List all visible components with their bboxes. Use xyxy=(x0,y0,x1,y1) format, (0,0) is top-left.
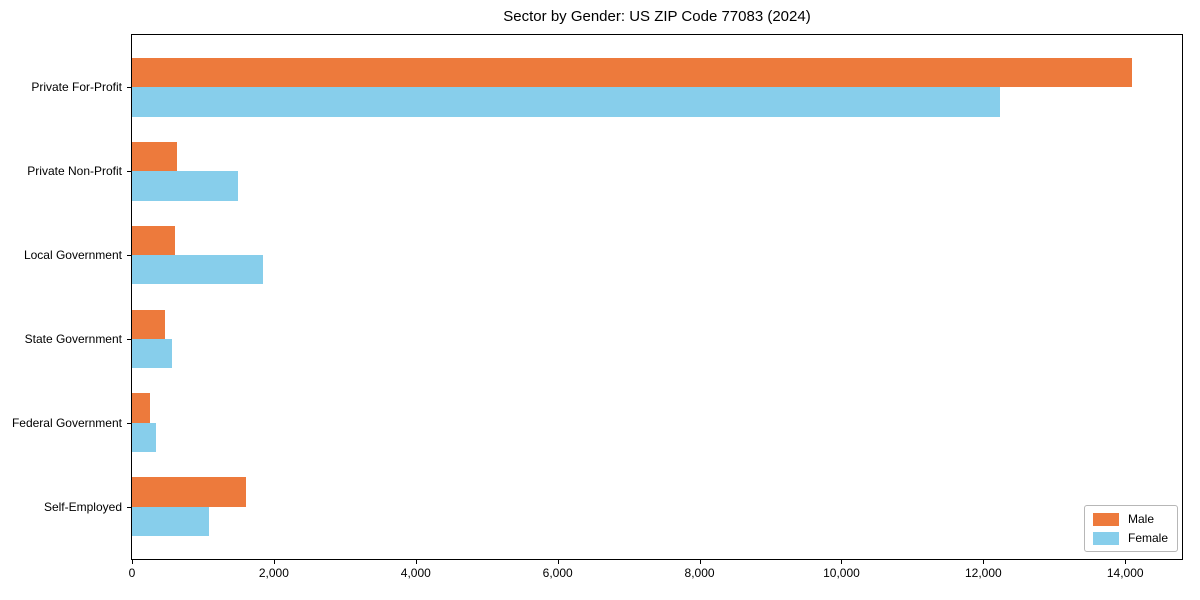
x-tickmark xyxy=(415,560,417,564)
y-tickmark xyxy=(127,506,131,508)
x-tickmark xyxy=(132,560,133,564)
x-tick-label: 14,000 xyxy=(1106,566,1144,580)
y-tick-label: Private Non-Profit xyxy=(27,164,122,179)
bar-male-1 xyxy=(132,141,178,172)
bar-female-4 xyxy=(132,422,157,453)
x-tick-label: 10,000 xyxy=(823,566,860,580)
x-tickmark xyxy=(557,560,559,564)
legend-swatch-male xyxy=(1092,512,1119,526)
bar-male-3 xyxy=(132,309,165,339)
bar-female-5 xyxy=(132,506,209,536)
y-tick-label: Federal Government xyxy=(11,415,122,430)
bar-male-4 xyxy=(132,393,150,423)
y-tick-label: State Government xyxy=(24,331,122,346)
y-tickmark xyxy=(127,422,131,424)
y-tick-label: Local Government xyxy=(23,248,122,263)
y-tickmark xyxy=(127,171,131,173)
chart-title: Sector by Gender: US ZIP Code 77083 (202… xyxy=(503,8,811,25)
x-tickmark xyxy=(699,560,701,564)
legend-row-female: Female xyxy=(1092,531,1168,545)
x-tick-label: 12,000 xyxy=(964,566,1002,580)
bar-male-5 xyxy=(132,477,247,507)
y-tickmark xyxy=(127,255,131,257)
x-tickmark xyxy=(273,560,275,564)
y-tick-label: Self-Employed xyxy=(43,499,122,514)
x-tick-label: 6,000 xyxy=(542,566,573,580)
legend-label-female: Female xyxy=(1127,531,1168,545)
bar-male-2 xyxy=(132,225,176,256)
x-tick-label: 4,000 xyxy=(400,566,431,580)
x-tick-label: 2,000 xyxy=(258,566,289,580)
bar-female-2 xyxy=(132,255,263,285)
y-tickmark xyxy=(127,87,131,89)
bar-female-1 xyxy=(132,171,238,201)
x-tick-label: 8,000 xyxy=(684,566,715,580)
legend: Male Female xyxy=(1083,505,1178,552)
bar-female-0 xyxy=(132,87,1000,117)
x-tick-label: 0 xyxy=(128,566,136,580)
y-tick-label: Private For-Profit xyxy=(31,80,122,95)
y-tickmark xyxy=(127,338,131,340)
bar-female-3 xyxy=(132,338,172,369)
x-tickmark xyxy=(1125,560,1127,564)
x-tickmark xyxy=(841,560,843,564)
x-tickmark xyxy=(983,560,985,564)
bar-male-0 xyxy=(132,58,1133,88)
plot-area: Male Female xyxy=(131,34,1183,560)
legend-row-male: Male xyxy=(1092,512,1168,526)
legend-label-male: Male xyxy=(1127,512,1154,526)
legend-swatch-female xyxy=(1092,531,1119,545)
